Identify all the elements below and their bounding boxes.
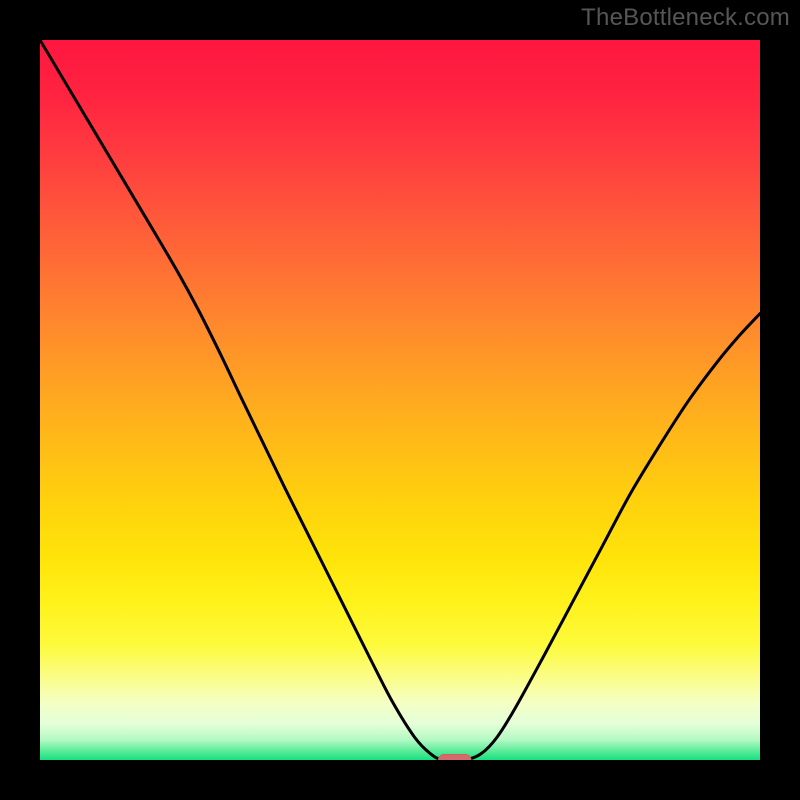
chart-plot-area (40, 40, 760, 760)
chart-svg (0, 0, 800, 800)
watermark-text: TheBottleneck.com (581, 4, 790, 32)
bottleneck-chart: TheBottleneck.com (0, 0, 800, 800)
